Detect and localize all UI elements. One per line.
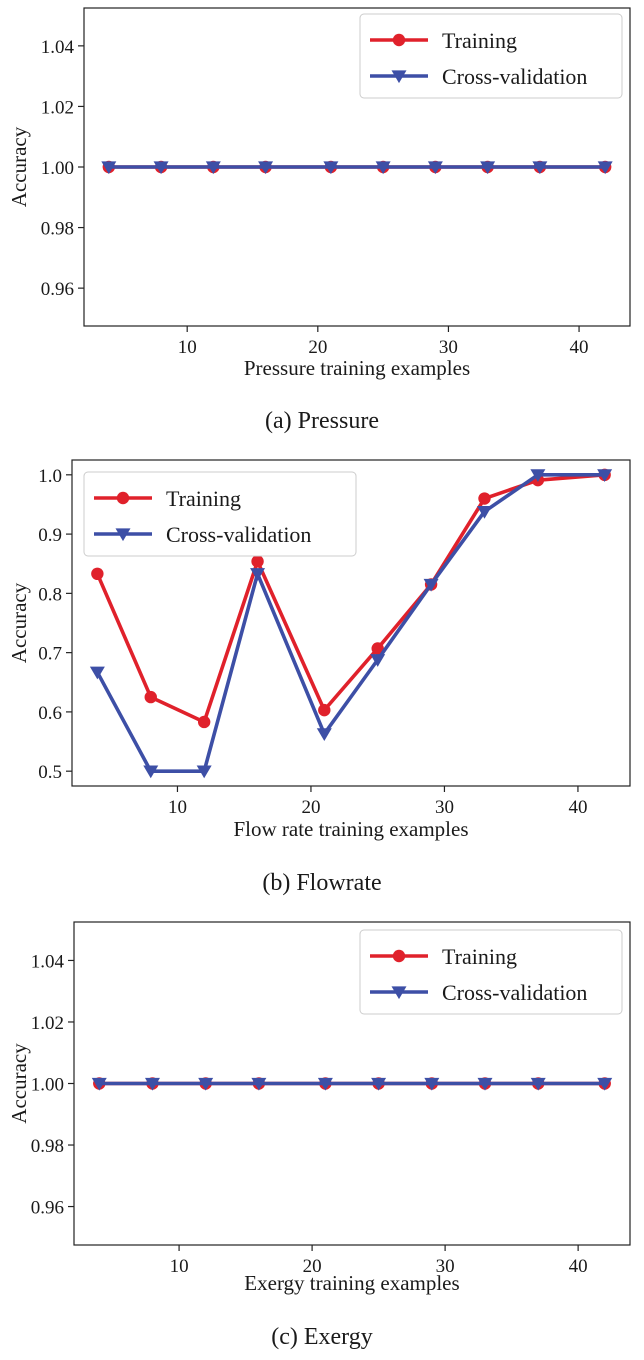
series-line (95, 473, 605, 724)
data-point (101, 161, 117, 175)
data-point (530, 469, 546, 482)
data-point (144, 690, 157, 704)
x-tick-label: 10 (170, 1256, 189, 1277)
data-point (91, 1077, 107, 1091)
x-tick-label: 40 (570, 337, 589, 358)
y-tick-label: 0.9 (38, 525, 62, 546)
panel-caption: (c) Exergy (271, 1324, 373, 1350)
data-point (250, 568, 266, 581)
chart-panel-3: 10 20 30 40 0.96 0.98 1.00 1.02 1.04 Exergy train… (7, 921, 631, 1350)
data-point (597, 161, 613, 175)
y-axis-label: Accuracy (7, 582, 31, 663)
plot-area (71, 459, 631, 787)
y-tick-label: 0.98 (31, 1136, 64, 1157)
x-tick-label: 30 (439, 337, 458, 358)
x-tick-label: 40 (568, 797, 587, 818)
legend-marker (392, 949, 406, 963)
legend-marker (392, 33, 406, 47)
series-line (95, 473, 605, 773)
data-point (478, 492, 491, 505)
data-point (89, 666, 105, 680)
y-tick-label: 0.7 (38, 644, 62, 665)
data-point (423, 578, 439, 592)
series-cross-validation (91, 1077, 613, 1091)
y-tick-label: 1.04 (31, 951, 65, 972)
x-axis-label: Pressure training examples (244, 356, 470, 380)
y-axis-label: Accuracy (7, 1043, 31, 1124)
data-point (370, 654, 386, 667)
y-tick-label: 0.6 (38, 703, 62, 724)
legend-entry: Cross-validation (442, 980, 587, 1005)
panel-caption: (a) Pressure (265, 408, 379, 434)
data-point (323, 161, 339, 175)
x-tick-label: 20 (301, 797, 320, 818)
legend-entry: Training (442, 28, 517, 53)
legend-marker (116, 491, 130, 505)
y-tick-label: 0.96 (41, 279, 74, 300)
legend-entry: Cross-validation (442, 64, 587, 89)
data-point (424, 1077, 440, 1091)
data-point (316, 728, 332, 741)
data-point (198, 1077, 214, 1091)
y-axis-label: Accuracy (7, 126, 31, 207)
data-point (597, 469, 613, 482)
data-point (476, 505, 492, 519)
x-tick-label: 30 (436, 1256, 455, 1277)
data-point (91, 567, 104, 581)
data-point (251, 1077, 267, 1091)
data-point (375, 161, 391, 175)
y-tick-label: 1.02 (41, 97, 74, 118)
series-cross-validation (89, 469, 613, 779)
x-tick-label: 10 (168, 797, 187, 818)
data-point (153, 161, 169, 175)
x-tick-label: 20 (308, 337, 327, 358)
legend-marker (391, 986, 407, 1000)
panel-caption: (b) Flowrate (262, 870, 381, 896)
x-tick-label: 30 (435, 797, 454, 818)
data-point (144, 1077, 160, 1091)
legend-marker (391, 70, 407, 84)
data-point (251, 555, 264, 568)
x-axis-label: Exergy training examples (244, 1271, 459, 1295)
data-point (530, 1077, 546, 1091)
legend: Training Cross-validation (83, 471, 357, 557)
data-point (317, 1077, 333, 1091)
x-tick-label: 10 (178, 337, 197, 358)
chart-panel-1: 10 20 30 40 0.96 0.98 1.00 1.02 1.04 Pressure tra… (7, 7, 631, 434)
y-tick-label: 0.98 (41, 219, 74, 240)
y-tick-label: 0.8 (38, 584, 62, 605)
data-point (205, 161, 221, 175)
data-point (532, 161, 548, 175)
data-point (258, 161, 274, 175)
x-tick-label: 40 (569, 1256, 588, 1277)
y-tick-label: 1.00 (31, 1075, 64, 1096)
y-tick-label: 1.02 (31, 1013, 64, 1034)
data-point (197, 715, 211, 729)
x-axis-label: Flow rate training examples (233, 817, 468, 841)
data-point (143, 765, 159, 779)
legend-marker (115, 528, 131, 542)
data-point (196, 765, 212, 779)
data-point (480, 161, 496, 175)
data-point (371, 1077, 387, 1091)
legend-entry: Training (166, 486, 241, 511)
data-point (597, 1077, 613, 1091)
legend-entry: Training (442, 944, 517, 969)
data-point (318, 703, 331, 717)
y-tick-label: 1.0 (38, 466, 62, 487)
y-tick-label: 1.00 (41, 158, 74, 179)
data-point (371, 642, 384, 655)
legend: Training Cross-validation (359, 929, 623, 1015)
legend: Training Cross-validation (359, 13, 623, 99)
y-tick-label: 0.5 (38, 762, 62, 783)
data-point (427, 161, 443, 175)
y-tick-label: 0.96 (31, 1198, 64, 1219)
x-tick-label: 20 (303, 1256, 322, 1277)
data-point (477, 1077, 493, 1091)
legend-entry: Cross-validation (166, 522, 311, 547)
series-cross-validation (101, 161, 613, 175)
chart-panel-2: 10 20 30 40 0.5 0.6 0.7 0.8 0.9 1.0 Flow rate trai… (7, 459, 631, 896)
y-tick-label: 1.04 (41, 37, 75, 58)
